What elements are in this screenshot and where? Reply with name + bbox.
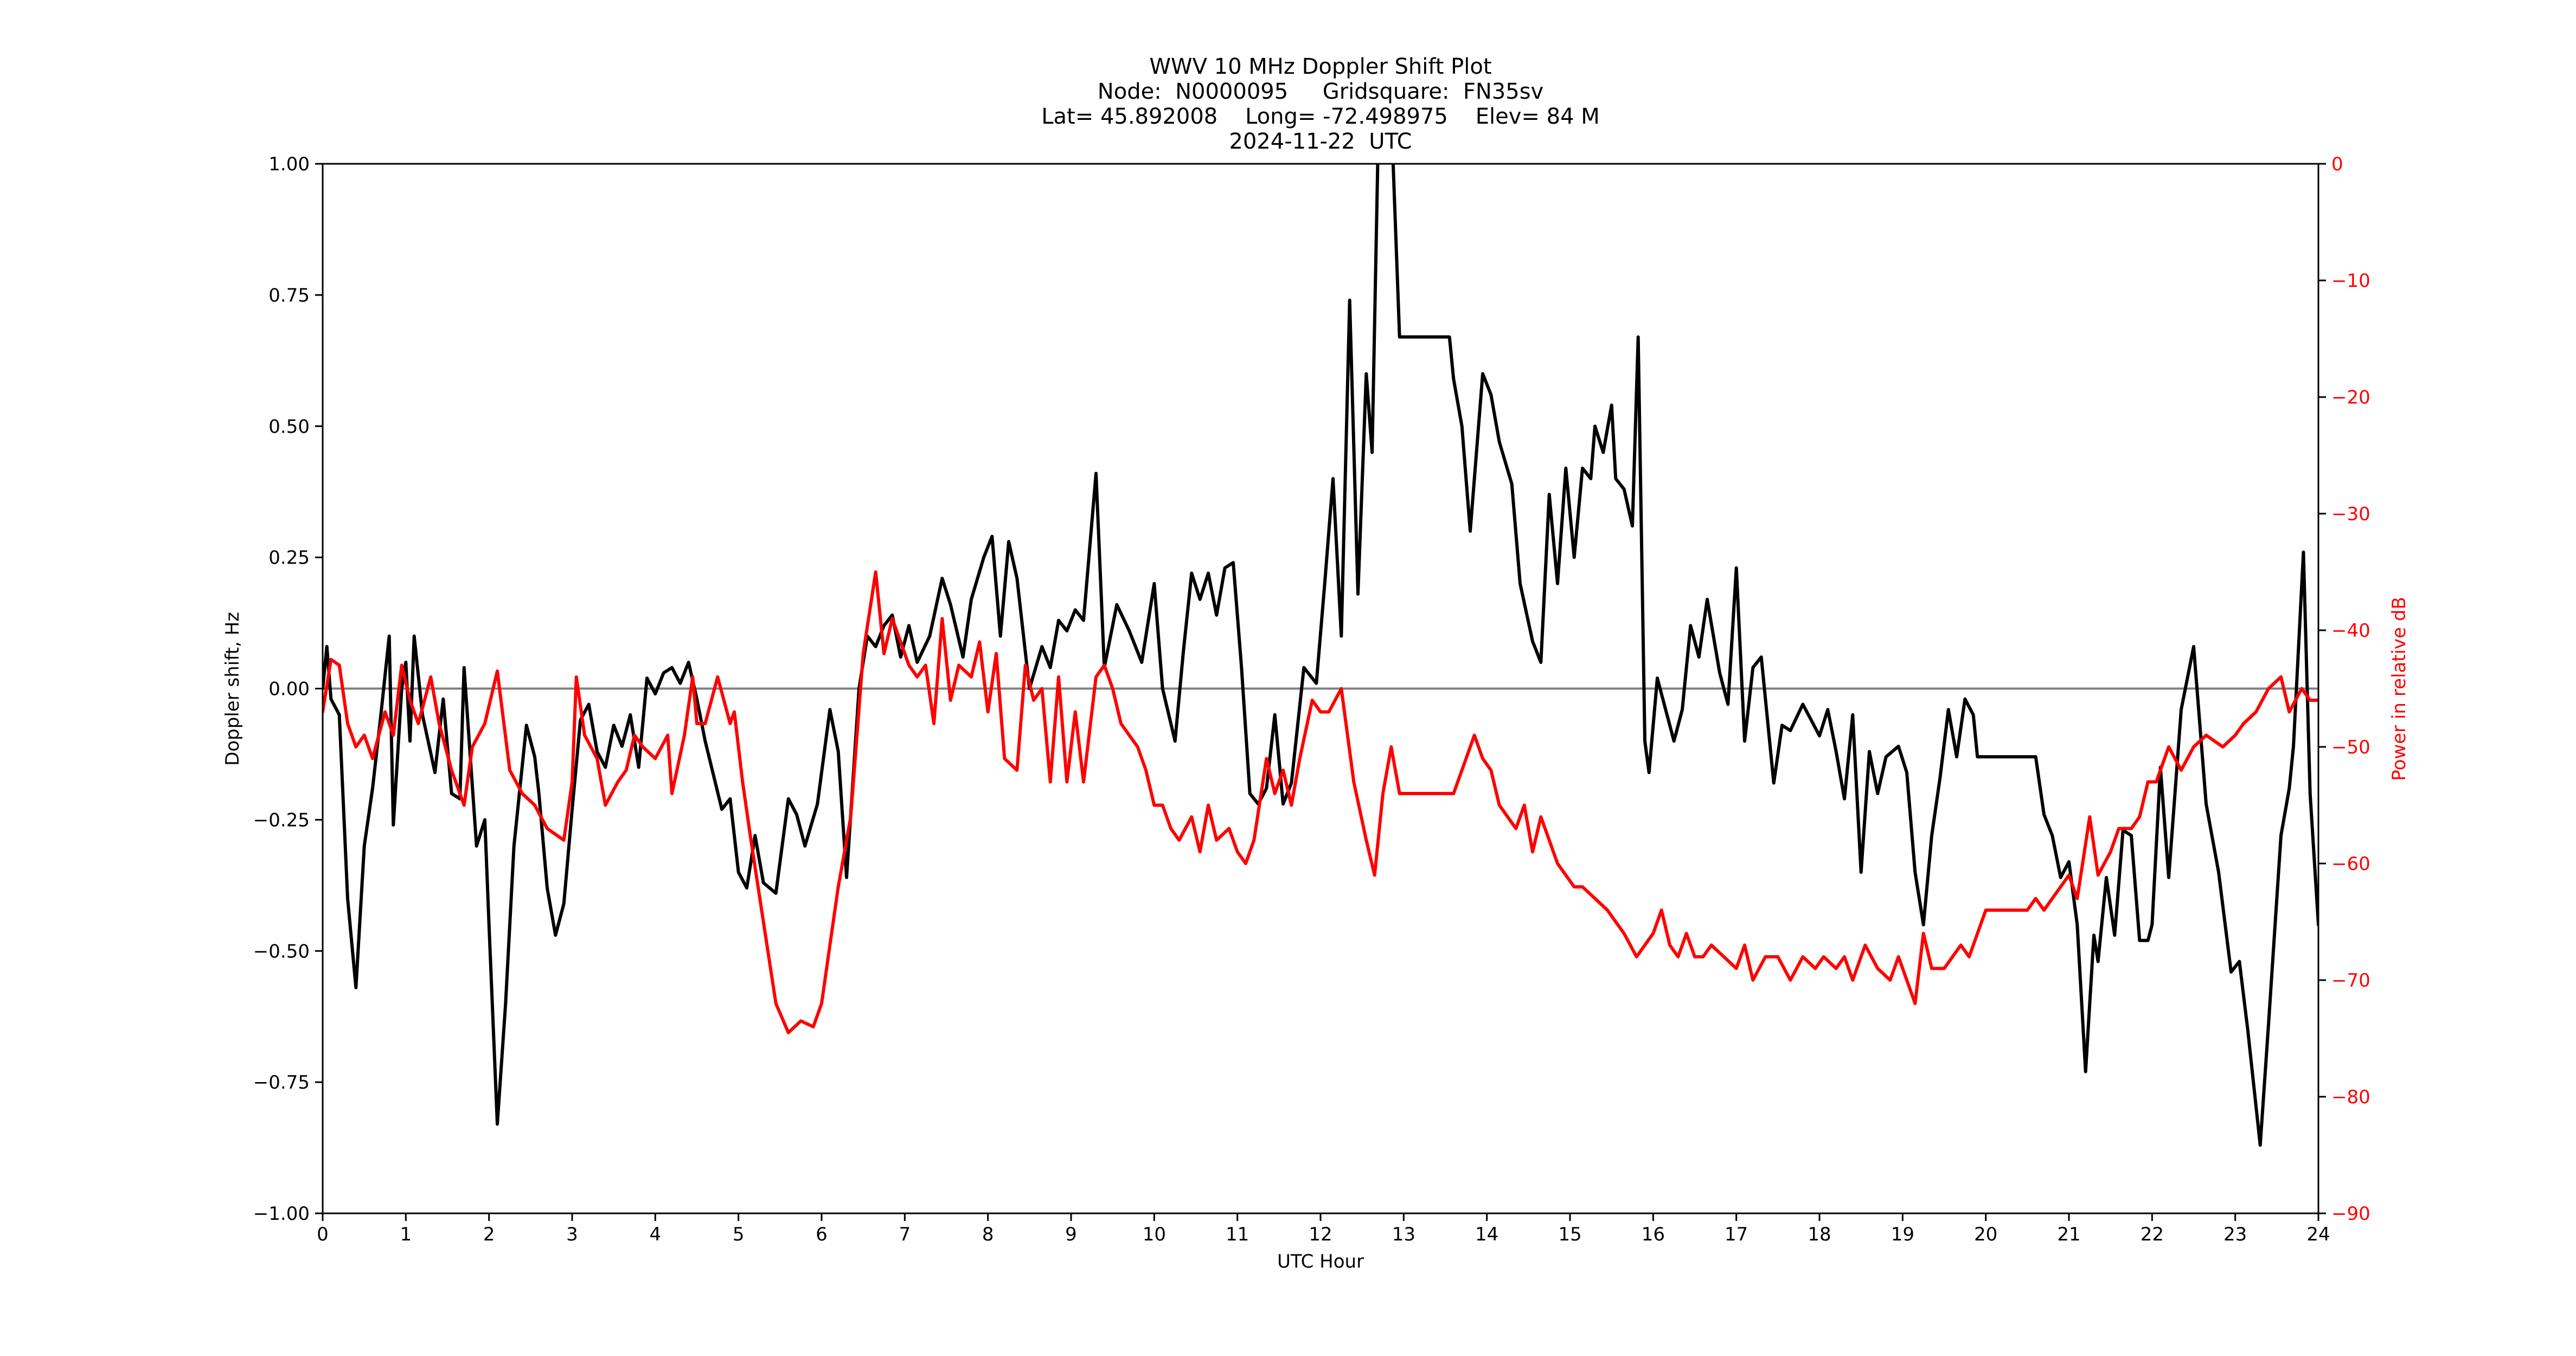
x-tick-label: 20 xyxy=(1974,1224,1997,1245)
x-tick-label: 22 xyxy=(2141,1224,2164,1245)
right-y-tick-label: 0 xyxy=(2331,153,2343,175)
right-y-tick-label: −60 xyxy=(2331,853,2370,875)
x-tick-label: 16 xyxy=(1642,1224,1665,1245)
left-y-tick-label: −1.00 xyxy=(253,1203,310,1225)
left-y-tick-label: 0.75 xyxy=(268,285,310,306)
x-tick-label: 10 xyxy=(1143,1224,1166,1245)
right-y-tick-label: −50 xyxy=(2331,737,2370,758)
x-axis-ticks: 0 1 2 3 4 5 6 7 8 9 10 11 12 13 14 15 16 17 18 19 20 21 22 23 24 xyxy=(317,1213,2330,1245)
x-tick-label: 6 xyxy=(816,1224,828,1245)
left-y-tick-label: −0.50 xyxy=(253,941,310,962)
x-tick-label: 4 xyxy=(650,1224,662,1245)
x-tick-label: 11 xyxy=(1226,1224,1249,1245)
x-tick-label: 5 xyxy=(733,1224,745,1245)
x-tick-label: 23 xyxy=(2223,1224,2247,1245)
right-y-tick-label: −90 xyxy=(2331,1203,2370,1225)
left-y-axis-ticks: 1.00 0.75 0.50 0.25 0.00 −0.25 −0.50 −0.75 −1.00 xyxy=(253,153,323,1225)
x-tick-label: 1 xyxy=(400,1224,412,1245)
x-axis-label: UTC Hour xyxy=(1277,1251,1364,1272)
left-y-tick-label: −0.25 xyxy=(253,809,310,831)
left-y-axis-label: Doppler shift, Hz xyxy=(222,612,243,766)
x-tick-label: 7 xyxy=(899,1224,911,1245)
right-y-tick-label: −20 xyxy=(2331,387,2370,408)
right-y-tick-label: −80 xyxy=(2331,1086,2370,1108)
x-tick-label: 15 xyxy=(1558,1224,1581,1245)
doppler-line xyxy=(323,164,2318,1147)
right-y-tick-label: −10 xyxy=(2331,270,2370,292)
x-tick-label: 12 xyxy=(1309,1224,1332,1245)
left-y-tick-label: 0.00 xyxy=(268,679,310,700)
x-tick-label: 14 xyxy=(1475,1224,1498,1245)
chart-subtitle-date: 2024-11-22 UTC xyxy=(1229,129,1412,154)
left-y-tick-label: 1.00 xyxy=(268,153,310,175)
x-tick-label: 8 xyxy=(982,1224,994,1245)
right-y-axis-label: Power in relative dB xyxy=(2388,597,2410,781)
x-tick-label: 19 xyxy=(1891,1224,1914,1245)
power-line xyxy=(323,570,2318,1034)
right-y-tick-label: −30 xyxy=(2331,503,2370,525)
left-y-tick-label: −0.75 xyxy=(253,1072,310,1093)
data-series xyxy=(323,164,2318,1147)
x-tick-label: 0 xyxy=(317,1224,329,1245)
right-y-axis-ticks: 0 −10 −20 −30 −40 −50 −60 −70 −80 −90 xyxy=(2318,153,2370,1225)
x-tick-label: 2 xyxy=(483,1224,495,1245)
x-tick-label: 17 xyxy=(1725,1224,1748,1245)
left-y-tick-label: 0.25 xyxy=(268,547,310,569)
x-tick-label: 13 xyxy=(1392,1224,1415,1245)
left-y-tick-label: 0.50 xyxy=(268,416,310,438)
x-tick-label: 24 xyxy=(2306,1224,2330,1245)
x-tick-label: 3 xyxy=(566,1224,578,1245)
right-y-tick-label: −40 xyxy=(2331,620,2370,642)
right-y-tick-label: −70 xyxy=(2331,970,2370,992)
chart-subtitle-node: Node: N0000095 Gridsquare: FN35sv xyxy=(1097,79,1544,104)
chart-title: WWV 10 MHz Doppler Shift Plot xyxy=(1149,54,1492,79)
x-tick-label: 9 xyxy=(1065,1224,1077,1245)
x-tick-label: 18 xyxy=(1808,1224,1831,1245)
x-tick-label: 21 xyxy=(2057,1224,2080,1245)
chart-subtitle-location: Lat= 45.892008 Long= -72.498975 Elev= 84… xyxy=(1041,104,1600,129)
